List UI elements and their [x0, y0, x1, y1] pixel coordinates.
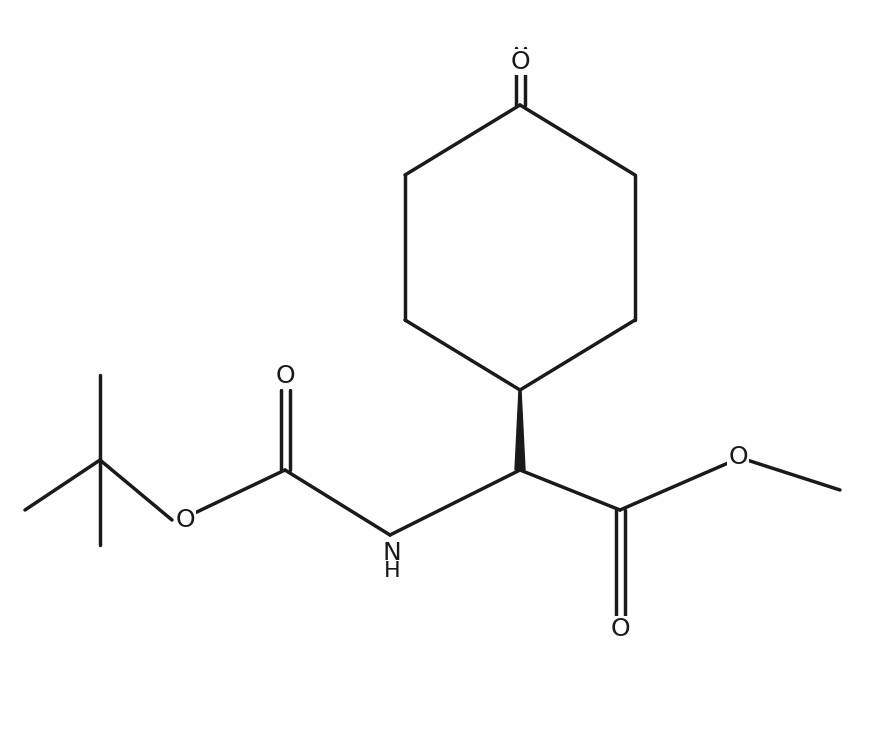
Text: H: H — [384, 561, 400, 581]
Polygon shape — [515, 390, 525, 470]
Text: N: N — [383, 541, 401, 565]
Text: O: O — [610, 617, 629, 641]
Text: O: O — [175, 508, 194, 532]
Text: O: O — [510, 50, 530, 74]
Text: O: O — [728, 445, 748, 469]
Text: O: O — [275, 364, 294, 388]
